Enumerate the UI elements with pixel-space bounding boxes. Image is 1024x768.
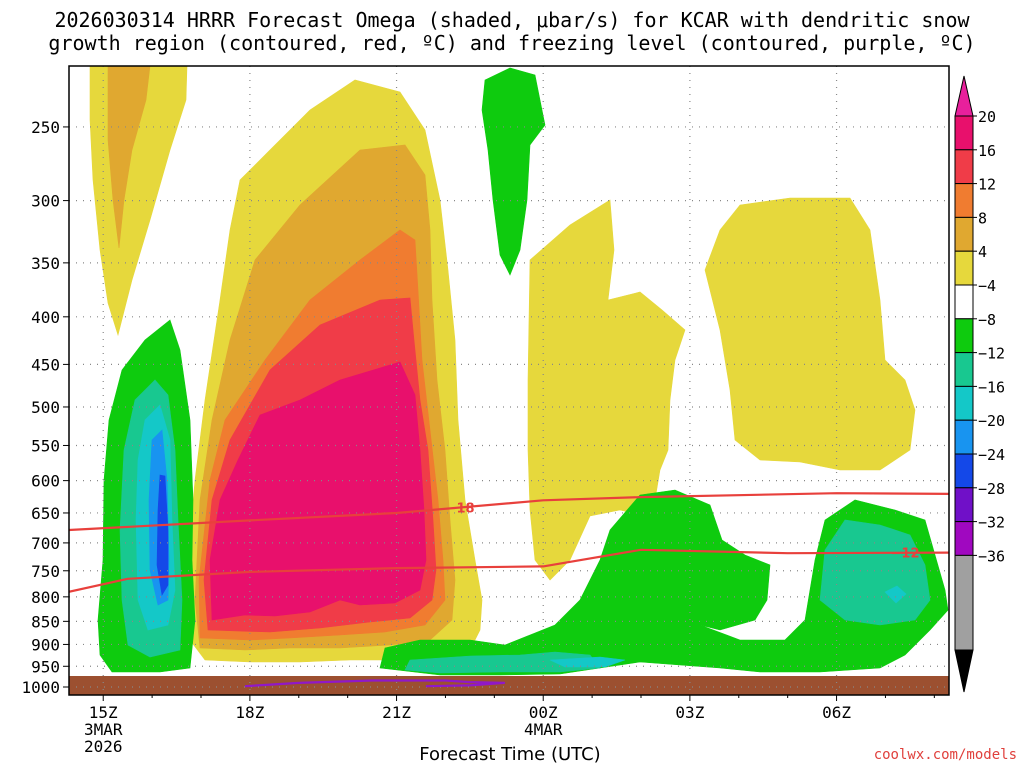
colorbar-segment [954, 487, 974, 523]
x-tick-label-15Z: 15Z [89, 703, 118, 722]
y-tick-label-450: 450 [31, 355, 60, 374]
x-tick-label-3MAR: 3MAR [84, 720, 123, 739]
colorbar-segment [954, 250, 974, 286]
plot-area: −18 −12 [69, 66, 949, 695]
plot-frame [68, 65, 950, 696]
colorbar-label: −12 [978, 345, 1005, 363]
colorbar-segment [954, 352, 974, 387]
colorbar-segment [954, 554, 974, 651]
y-tick-label-750: 750 [31, 562, 60, 581]
y-tick-label-650: 650 [31, 504, 60, 523]
x-axis-title: Forecast Time (UTC) [419, 744, 601, 765]
colorbar-bottom-arrow [954, 649, 974, 693]
terrain-ground [69, 676, 949, 695]
colorbar-segment [954, 115, 974, 151]
omega-region-4-8 [704, 197, 916, 471]
omega-region-neg8-16 [404, 651, 601, 674]
colorbar-segment [954, 284, 974, 320]
omega-shading [89, 66, 949, 676]
colorbar-label: 12 [978, 176, 996, 194]
colorbar-label: 20 [978, 108, 996, 126]
colorbar-segment [954, 149, 974, 185]
colorbar-label: −32 [978, 514, 1005, 532]
contour-line-neg18 [69, 492, 949, 532]
colorbar-label: −4 [978, 277, 996, 295]
chart-title-line-2: growth region (contoured, red, ºC) and f… [48, 31, 976, 55]
colorbar-label: −20 [978, 412, 1005, 430]
contours: −18 −12 [69, 492, 949, 688]
y-tick-label-700: 700 [31, 534, 60, 553]
y-tick-label-350: 350 [31, 254, 60, 273]
chart-title-line-1: 2026030314 HRRR Forecast Omega (shaded, … [54, 8, 970, 32]
colorbar-label: −8 [978, 311, 996, 329]
x-tick-label-21Z: 21Z [382, 703, 411, 722]
y-tick-label-250: 250 [31, 118, 60, 137]
y-tick-label-1000: 1000 [21, 678, 60, 697]
omega-region-neg4-9 [481, 67, 546, 276]
omega-region-neg12-19 [884, 585, 907, 604]
y-tick-label-600: 600 [31, 472, 60, 491]
colorbar-label: −24 [978, 446, 1005, 464]
omega-region-4-7 [527, 199, 686, 581]
y-tick-label-950: 950 [31, 657, 60, 676]
colorbar-label: −36 [978, 547, 1005, 565]
y-tick-label-550: 550 [31, 436, 60, 455]
x-tick-label-06Z: 06Z [822, 703, 851, 722]
colorbar-top-arrow [954, 75, 974, 117]
y-axis: 250 300 350 400 450 500 550 600 650 700 750 800 850 9… [21, 118, 69, 697]
y-tick-label-400: 400 [31, 308, 60, 327]
colorbar-label: 8 [978, 209, 987, 227]
x-tick-label-2026: 2026 [84, 737, 123, 756]
colorbar-segment [954, 318, 974, 354]
omega-region-neg4-15 [379, 489, 949, 676]
omega-region-20-6 [209, 361, 427, 621]
colorbar-label: 16 [978, 142, 996, 160]
x-tick-label-4MAR: 4MAR [524, 720, 563, 739]
colorbar-segment [954, 183, 974, 218]
colorbar-segment [954, 385, 974, 421]
contour-label-neg18: −18 [446, 502, 475, 517]
x-tick-label-03Z: 03Z [675, 703, 704, 722]
y-tick-label-900: 900 [31, 635, 60, 654]
x-tick-label-00Z: 00Z [529, 703, 558, 722]
colorbar-label: −28 [978, 480, 1005, 498]
y-tick-label-300: 300 [31, 192, 60, 211]
x-tick-label-18Z: 18Z [235, 703, 264, 722]
omega-region-neg8-17 [819, 519, 931, 626]
colorbar-label: −16 [978, 378, 1005, 396]
omega-region-8-1 [107, 66, 151, 249]
y-tick-label-800: 800 [31, 588, 60, 607]
colorbar: 20 16 12 8 4 −4 −8 −12 −16 −20 −24 −28 −32 −36 [954, 75, 1005, 693]
contour-line-neg12 [69, 548, 949, 593]
source-credit: coolwx.com/models [873, 747, 1017, 763]
omega-region-neg12-18 [549, 656, 626, 668]
omega-region-neg20-14 [156, 474, 169, 596]
colorbar-label: 4 [978, 243, 987, 261]
colorbar-segment [954, 521, 974, 556]
colorbar-segment [954, 453, 974, 489]
y-tick-label-850: 850 [31, 612, 60, 631]
colorbar-segment [954, 216, 974, 252]
contour-label-neg12: −12 [891, 547, 920, 562]
colorbar-segment [954, 419, 974, 455]
y-tick-label-500: 500 [31, 398, 60, 417]
contour-line-0 [244, 679, 506, 688]
